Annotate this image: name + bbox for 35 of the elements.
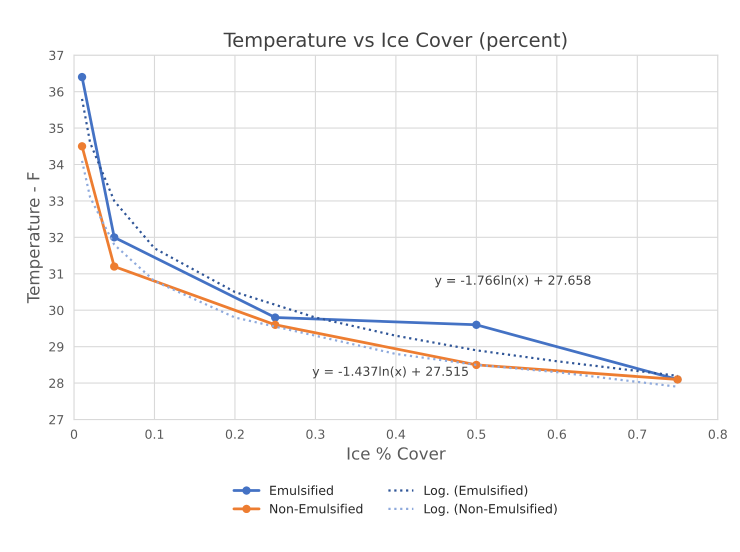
point [78, 72, 86, 82]
x-axis-title: Ice % Cover [348, 447, 446, 460]
y-tick-label: 32 [49, 232, 64, 242]
x-tick-label: 0.5 [467, 429, 486, 439]
x-tick-label: 0.6 [548, 429, 566, 439]
y-tick-label: 27 [49, 414, 64, 424]
y-tick-label: 37 [49, 50, 64, 60]
x-tick-label: 0.3 [306, 429, 324, 439]
x-tick-label: 0.2 [226, 429, 244, 439]
legend-label: Non-Emulsified [270, 504, 362, 514]
y-tick-label: 33 [49, 196, 64, 206]
y-tick-label: 29 [49, 342, 64, 352]
y-tick-label: 36 [49, 87, 64, 97]
x-tick-label: 0 [70, 429, 78, 439]
point [110, 262, 118, 271]
y-tick-label: 30 [49, 306, 64, 316]
x-tick-label: 0.4 [386, 429, 406, 439]
legend-label: Log. (Non-Emulsified) [424, 504, 557, 516]
annotation: y = -1.437ln(x) + 27.515 [312, 366, 468, 378]
x-tick-label: 0.1 [145, 429, 164, 439]
legend-label: Emulsified [270, 485, 333, 496]
legend-label: Log. (Emulsified) [424, 485, 528, 498]
point [472, 320, 481, 329]
point [110, 233, 118, 242]
y-axis-title: Temperature - F [27, 172, 43, 304]
y-tick-label: 35 [49, 124, 64, 133]
point [78, 142, 86, 150]
y-tick-label: 28 [49, 378, 64, 388]
annotation: y = -1.766ln(x) + 27.658 [434, 275, 590, 288]
y-tick-label: 31 [49, 269, 64, 279]
y-tick-label: 34 [49, 160, 64, 170]
x-tick-label: 0.8 [708, 429, 727, 439]
point [271, 313, 280, 322]
chart-title: Temperature vs Ice Cover (percent) [224, 32, 566, 51]
x-tick-label: 0.7 [628, 429, 646, 439]
